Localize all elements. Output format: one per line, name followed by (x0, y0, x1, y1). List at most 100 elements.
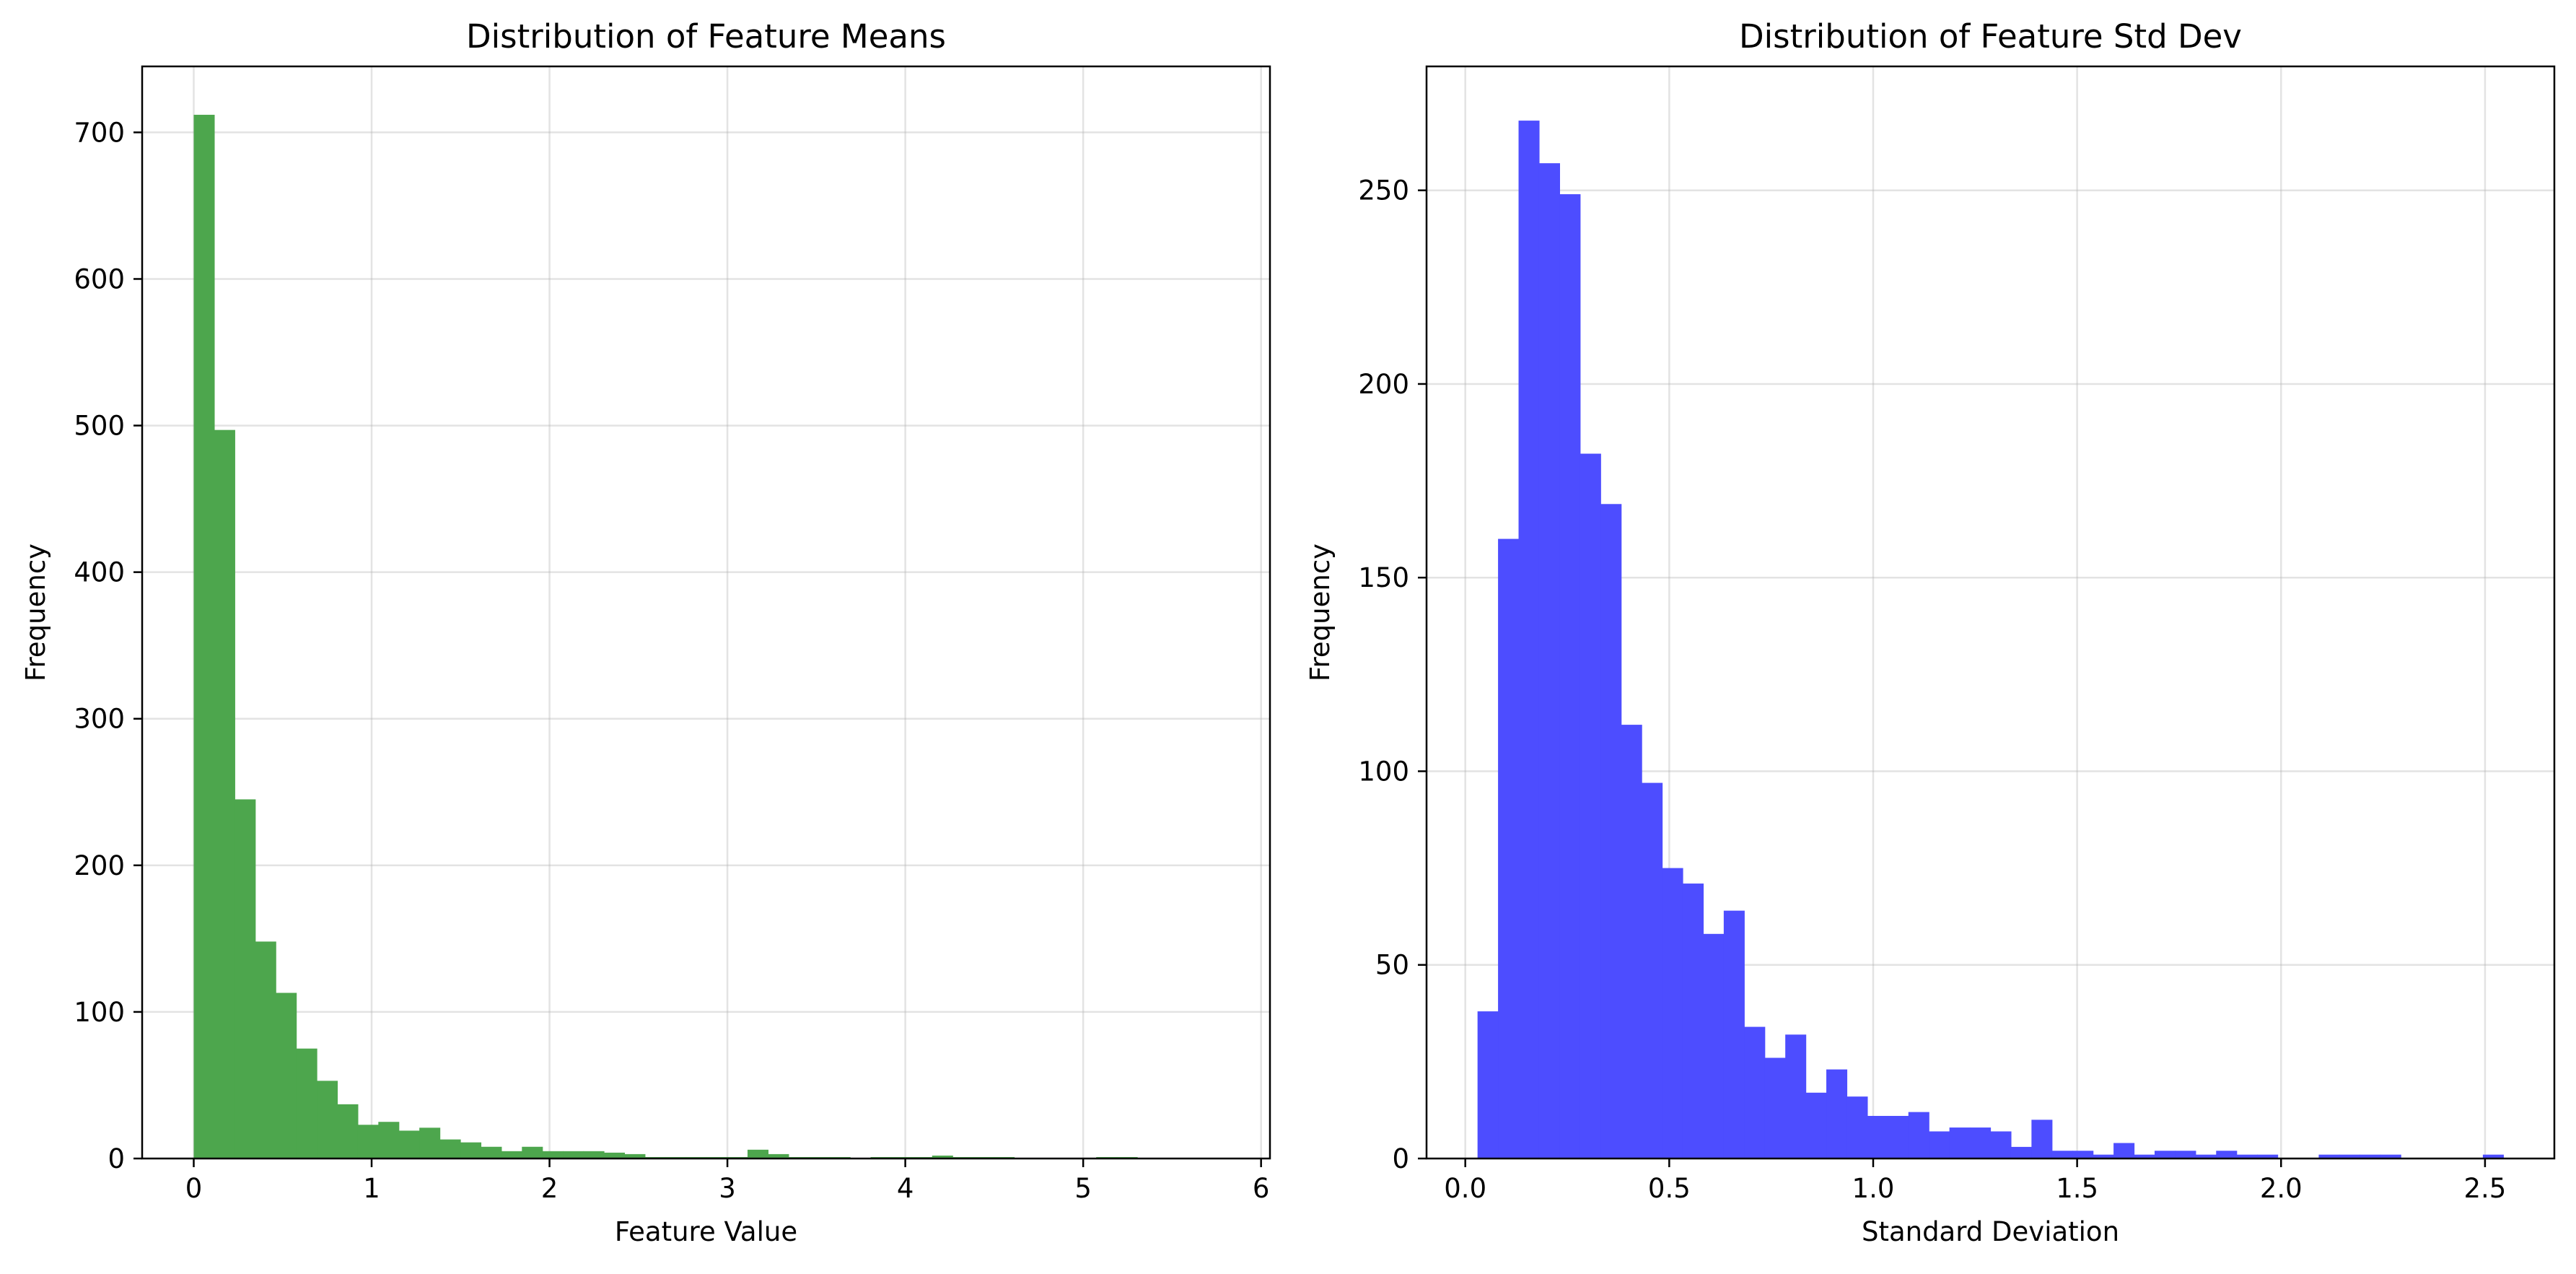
histogram-bar (2051, 1151, 2073, 1159)
histogram-bar (2380, 1154, 2401, 1159)
y-tick-label: 300 (74, 704, 125, 735)
histogram-bar (563, 1151, 584, 1159)
histogram-bar (276, 992, 297, 1159)
x-tick-label: 5 (1074, 1173, 1092, 1204)
histogram-feature-std-dev: 0.0 0.5 1.0 1.5 2.0 2.5 0 50 100 150 200 250 Distrib… (1305, 17, 2556, 1247)
histogram-bar (2031, 1120, 2053, 1159)
histogram-bar (1970, 1127, 1992, 1159)
y-axis-label: Frequency (1305, 544, 1336, 681)
histogram-bar (1538, 163, 1560, 1159)
axes-frame (1425, 65, 2556, 1160)
y-tick-label: 250 (1358, 175, 1409, 206)
histogram-bar (2175, 1151, 2196, 1159)
y-tick-label: 200 (74, 850, 125, 881)
histogram-bar (1826, 1069, 1848, 1159)
chart-title: Distribution of Feature Means (466, 17, 946, 56)
histogram-bar (747, 1149, 768, 1159)
histogram-bar (481, 1146, 502, 1159)
x-tick-label: 1.0 (1852, 1173, 1895, 1204)
y-tick-label: 100 (1358, 756, 1409, 787)
histogram-bar (460, 1142, 482, 1159)
y-tick-label: 0 (108, 1143, 125, 1174)
histogram-bar (768, 1153, 789, 1159)
histogram-bar (603, 1152, 626, 1159)
histogram-bar (1949, 1127, 1971, 1159)
histogram-bar (337, 1104, 359, 1159)
histogram-bar (235, 799, 256, 1159)
x-tick-label: 2.5 (2463, 1173, 2506, 1204)
histogram-bar (2113, 1143, 2135, 1159)
histogram-bar (1723, 910, 1745, 1159)
histogram-bar (2216, 1151, 2238, 1159)
y-tick-label: 100 (74, 997, 125, 1028)
histogram-bar (2339, 1154, 2360, 1159)
histogram-bar (193, 115, 215, 1159)
histogram-bar (501, 1151, 522, 1159)
histogram-bar (1518, 121, 1540, 1159)
histogram-bar (1764, 1057, 1786, 1159)
histogram-bar (1908, 1112, 1929, 1159)
x-tick-label: 1 (363, 1173, 380, 1204)
histogram-bar (1498, 538, 1520, 1159)
histogram-bar (542, 1151, 564, 1159)
histogram-bar (1867, 1115, 1888, 1159)
histogram-bar (419, 1127, 441, 1159)
histogram-bar (2257, 1154, 2279, 1159)
histogram-bar (398, 1130, 420, 1159)
axes-frame (141, 65, 1271, 1160)
x-tick-label: 2.0 (2260, 1173, 2303, 1204)
histogram-bar (1642, 782, 1663, 1159)
x-axis-label: Standard Deviation (1862, 1216, 2119, 1247)
y-tick-label: 200 (1358, 369, 1409, 400)
histogram-bar (1580, 453, 1601, 1159)
histogram-bar (1805, 1092, 1827, 1159)
histogram-bar (2318, 1154, 2340, 1159)
histogram-bar (317, 1081, 338, 1159)
histogram-bar (932, 1155, 953, 1159)
y-tick-label: 50 (1375, 950, 1409, 981)
histogram-bar (2010, 1146, 2032, 1159)
x-tick-label: 0.0 (1444, 1173, 1486, 1204)
x-axis-label: Feature Value (615, 1216, 797, 1247)
histogram-bar (522, 1146, 543, 1159)
x-tick-label: 1.5 (2056, 1173, 2098, 1204)
histogram-bar (214, 429, 235, 1159)
histogram-bar (1888, 1115, 1909, 1159)
x-tick-label: 3 (719, 1173, 736, 1204)
y-tick-label: 600 (74, 263, 125, 294)
histogram-bar (2360, 1154, 2381, 1159)
x-tick-label: 6 (1253, 1173, 1270, 1204)
histogram-bar (1785, 1034, 1807, 1159)
histogram-bar (1682, 883, 1704, 1159)
histogram-bar (357, 1125, 379, 1159)
histogram-bar (1929, 1131, 1950, 1159)
y-tick-label: 700 (74, 117, 125, 148)
histogram-bar (296, 1048, 317, 1159)
histogram-bar (1744, 1026, 1766, 1159)
histogram-bar (1621, 725, 1642, 1159)
histogram-bar (1662, 868, 1683, 1159)
x-tick-label: 0.5 (1648, 1173, 1691, 1204)
histogram-bar (2134, 1154, 2155, 1159)
histogram-bar (1559, 194, 1581, 1159)
histogram-bar (1600, 504, 1622, 1159)
histogram-bar (1990, 1131, 2012, 1159)
histogram-bar (2236, 1154, 2258, 1159)
histogram-bar (2072, 1151, 2094, 1159)
x-tick-label: 2 (541, 1173, 558, 1204)
y-tick-label: 150 (1358, 562, 1409, 593)
histogram-bar (2482, 1154, 2504, 1159)
histogram-bar (1703, 933, 1725, 1159)
histogram-bar (439, 1139, 461, 1159)
y-tick-label: 500 (74, 411, 125, 442)
histogram-bar (583, 1151, 605, 1159)
histogram-bar (378, 1122, 400, 1159)
histogram-bar (2093, 1154, 2114, 1159)
x-tick-label: 0 (185, 1173, 203, 1204)
y-tick-label: 400 (74, 557, 125, 588)
y-axis-label: Frequency (20, 544, 51, 681)
histogram-feature-means: 0 1 2 3 4 5 6 0 100 200 300 400 500 600 700 Distributio… (20, 17, 1271, 1247)
histogram-bar (255, 941, 276, 1159)
histogram-bar (2195, 1154, 2217, 1159)
